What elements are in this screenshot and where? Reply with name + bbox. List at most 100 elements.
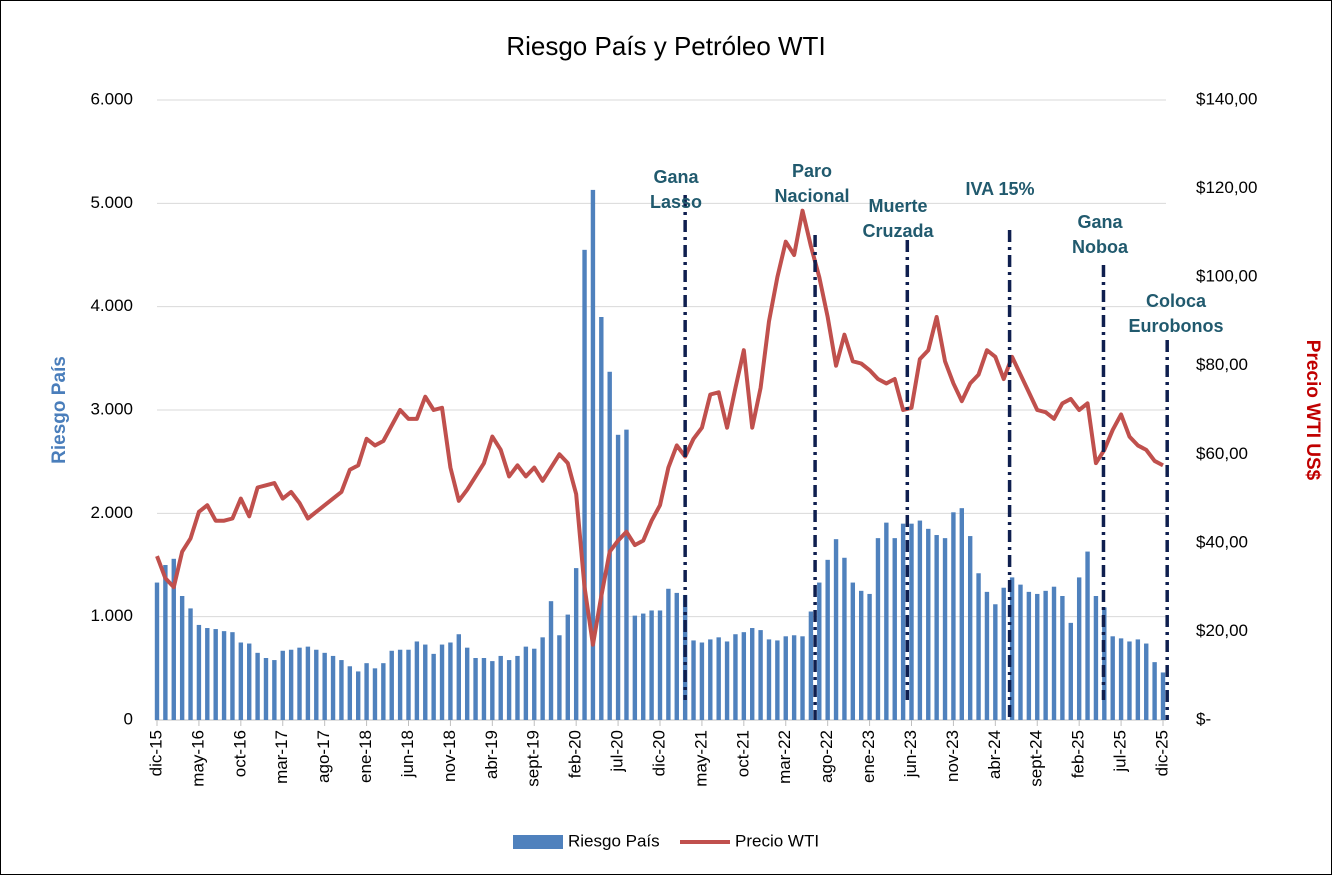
annotation-text: Cruzada bbox=[862, 221, 934, 241]
bar bbox=[741, 632, 747, 720]
bar bbox=[884, 522, 889, 720]
bar bbox=[833, 539, 839, 720]
x-tick-label: oct-16 bbox=[230, 730, 249, 777]
bar bbox=[364, 663, 369, 720]
bar bbox=[557, 635, 562, 720]
bar bbox=[859, 590, 864, 720]
bar bbox=[967, 536, 973, 720]
bar bbox=[615, 434, 621, 720]
bar bbox=[775, 640, 780, 720]
bar bbox=[582, 249, 587, 721]
annotation-text: Eurobonos bbox=[1129, 316, 1224, 336]
bar bbox=[1018, 584, 1023, 720]
x-tick-label: feb-20 bbox=[566, 730, 585, 778]
bar bbox=[842, 557, 847, 720]
y2-tick-label: $120,00 bbox=[1196, 178, 1257, 197]
bar bbox=[431, 653, 436, 720]
bar bbox=[850, 582, 856, 720]
bar bbox=[624, 429, 629, 720]
x-tick-label: jun-23 bbox=[901, 730, 920, 778]
bar bbox=[1144, 643, 1149, 720]
annotation-text: Muerte bbox=[868, 196, 927, 216]
annotation-text: Nacional bbox=[774, 186, 849, 206]
bar bbox=[1127, 641, 1132, 720]
bar bbox=[724, 641, 730, 720]
bar bbox=[540, 637, 545, 720]
x-tick-label: feb-25 bbox=[1069, 730, 1088, 778]
bar bbox=[356, 671, 361, 720]
y2-axis-label: Precio WTI US$ bbox=[1302, 340, 1323, 481]
bar bbox=[255, 652, 260, 720]
x-tick-label: oct-21 bbox=[733, 730, 752, 777]
bar bbox=[490, 661, 495, 720]
bar bbox=[959, 508, 964, 720]
bar bbox=[1093, 596, 1099, 720]
bar bbox=[188, 608, 193, 720]
annotation-text: Noboa bbox=[1072, 237, 1129, 257]
bar bbox=[817, 582, 822, 720]
y2-tick-label: $60,00 bbox=[1196, 444, 1248, 463]
annotation-text: Lasso bbox=[650, 192, 702, 212]
bar bbox=[406, 649, 411, 720]
bar bbox=[1035, 593, 1040, 720]
bar bbox=[481, 658, 487, 720]
bar bbox=[389, 650, 394, 720]
bar bbox=[498, 655, 503, 720]
bar bbox=[221, 631, 227, 720]
annotation-text: Gana bbox=[653, 167, 699, 187]
bar bbox=[976, 573, 981, 720]
bar bbox=[171, 558, 176, 720]
bar bbox=[942, 538, 948, 720]
bar bbox=[230, 632, 235, 720]
x-tick-label: abr-19 bbox=[482, 730, 501, 779]
bar bbox=[590, 189, 596, 720]
x-tick-label: ago-22 bbox=[817, 730, 836, 783]
line bbox=[155, 208, 1164, 647]
bar bbox=[649, 610, 654, 720]
bar bbox=[699, 642, 705, 720]
x-tick-label: ene-18 bbox=[356, 730, 375, 783]
bar bbox=[247, 643, 252, 720]
x-tick-label: abr-24 bbox=[985, 730, 1004, 779]
x-tick-label: may-16 bbox=[188, 730, 207, 787]
annotation-text: IVA 15% bbox=[965, 179, 1034, 199]
bar bbox=[632, 615, 638, 720]
bar bbox=[1102, 607, 1107, 720]
bar bbox=[238, 642, 244, 720]
bar bbox=[154, 582, 160, 720]
bar bbox=[263, 658, 269, 720]
bar bbox=[423, 644, 428, 720]
bar bbox=[1160, 672, 1166, 720]
bar bbox=[506, 660, 512, 720]
bar bbox=[1051, 586, 1057, 720]
bar bbox=[607, 371, 612, 720]
chart-title: Riesgo País y Petróleo WTI bbox=[506, 31, 825, 61]
legend-label: Precio WTI bbox=[735, 831, 819, 850]
bar bbox=[414, 641, 420, 720]
y2-tick-label: $100,00 bbox=[1196, 267, 1257, 286]
bar bbox=[951, 512, 956, 720]
bar bbox=[766, 639, 772, 720]
bar bbox=[1043, 590, 1048, 720]
bar bbox=[934, 535, 939, 720]
x-tick-label: may-21 bbox=[691, 730, 710, 787]
bar bbox=[1001, 587, 1006, 720]
y-tick-label: 2.000 bbox=[90, 503, 133, 522]
annotation-text: Gana bbox=[1077, 212, 1123, 232]
y2-tick-label: $- bbox=[1196, 709, 1211, 728]
y-tick-label: 3.000 bbox=[90, 399, 133, 418]
bar bbox=[297, 647, 302, 720]
bar bbox=[708, 639, 713, 720]
y-tick-label: 4.000 bbox=[90, 296, 133, 315]
bar bbox=[515, 655, 520, 720]
legend-swatch bbox=[513, 835, 563, 849]
bar bbox=[1118, 638, 1124, 720]
bar bbox=[825, 559, 830, 720]
bar bbox=[599, 317, 604, 720]
x-tick-label: dic-25 bbox=[1152, 730, 1171, 776]
x-tick-label: dic-15 bbox=[146, 730, 165, 776]
bar bbox=[1076, 577, 1082, 720]
bar bbox=[1009, 577, 1015, 720]
bar bbox=[758, 630, 763, 720]
